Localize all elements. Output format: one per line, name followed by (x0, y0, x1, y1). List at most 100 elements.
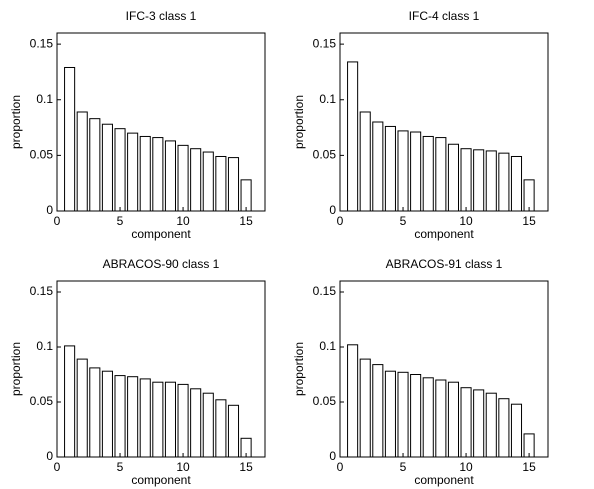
x-tick-label: 15 (522, 460, 536, 474)
x-tick-label: 5 (400, 214, 407, 228)
x-tick-label: 5 (117, 214, 124, 228)
y-axis-label: proportion (292, 95, 306, 149)
x-tick-label: 15 (522, 214, 536, 228)
bar (101, 123, 113, 212)
bar (410, 374, 422, 458)
bar (164, 381, 176, 458)
y-tick-label: 0.15 (313, 36, 337, 50)
bar (177, 144, 189, 212)
bar (89, 367, 101, 458)
bar (422, 135, 434, 212)
chart-title: ABRACOS-91 class 1 (386, 257, 503, 271)
bar (347, 344, 359, 458)
bar (227, 157, 240, 212)
x-axis-label: component (131, 473, 191, 487)
bar (372, 364, 384, 458)
chart-title: IFC-3 class 1 (126, 9, 197, 23)
bar (76, 111, 88, 212)
bar (498, 398, 510, 458)
chart-title: ABRACOS-90 class 1 (103, 257, 220, 271)
bar (384, 125, 396, 212)
y-tick-label: 0.05 (30, 148, 54, 162)
bar (460, 387, 472, 458)
bar (347, 61, 359, 212)
chart-title: IFC-4 class 1 (409, 9, 480, 23)
bar (139, 378, 151, 458)
y-tick-label: 0.05 (30, 394, 54, 408)
bar (435, 137, 447, 212)
y-tick-label: 0.1 (319, 339, 336, 353)
bar (359, 358, 371, 458)
bar (510, 403, 523, 458)
bar (215, 399, 227, 458)
y-tick-label: 0.15 (313, 284, 337, 298)
bar (485, 150, 497, 212)
y-axis-label: proportion (9, 95, 23, 149)
y-tick-label: 0 (46, 449, 53, 463)
bar (202, 151, 214, 212)
bar (498, 152, 510, 212)
x-tick-label: 0 (54, 460, 61, 474)
y-tick-label: 0.15 (30, 36, 54, 50)
bar (64, 345, 76, 458)
x-tick-label: 10 (176, 214, 190, 228)
bar (127, 376, 139, 458)
bar (372, 121, 384, 212)
y-tick-label: 0.05 (313, 148, 337, 162)
bar (410, 131, 422, 212)
x-tick-label: 0 (337, 460, 344, 474)
y-tick-label: 0.15 (30, 284, 54, 298)
bar (397, 371, 409, 458)
x-tick-label: 0 (54, 214, 61, 228)
y-axis-label: proportion (292, 342, 306, 396)
bar (240, 179, 252, 212)
bar (177, 383, 189, 458)
bar (510, 155, 523, 212)
bar (202, 392, 214, 458)
bar (473, 389, 485, 458)
y-tick-label: 0.1 (319, 92, 336, 106)
x-tick-label: 10 (459, 214, 473, 228)
bar (460, 148, 472, 212)
bar (127, 132, 139, 212)
bar (190, 388, 202, 458)
y-tick-label: 0.1 (36, 339, 53, 353)
y-tick-label: 0.1 (36, 92, 53, 106)
bar (359, 111, 371, 212)
bar (227, 404, 240, 458)
y-tick-label: 0 (329, 449, 336, 463)
x-tick-label: 15 (239, 460, 253, 474)
bar (101, 370, 113, 458)
y-tick-label: 0.05 (313, 394, 337, 408)
x-axis-label: component (131, 227, 191, 241)
x-tick-label: 15 (239, 214, 253, 228)
bar (397, 130, 409, 212)
bar (447, 143, 459, 212)
x-tick-label: 5 (400, 460, 407, 474)
y-axis-label: proportion (9, 342, 23, 396)
x-axis-label: component (414, 473, 474, 487)
x-tick-label: 5 (117, 460, 124, 474)
bar (64, 66, 76, 212)
x-tick-label: 10 (176, 460, 190, 474)
x-axis-label: component (414, 227, 474, 241)
bar (384, 370, 396, 458)
bar (523, 179, 535, 212)
bar (152, 381, 164, 458)
bar (435, 379, 447, 458)
bar (164, 140, 176, 212)
bar (76, 358, 88, 458)
bar (114, 375, 126, 458)
bar (139, 135, 151, 212)
bar (152, 137, 164, 212)
y-tick-label: 0 (329, 203, 336, 217)
bar (485, 392, 497, 458)
x-tick-label: 0 (337, 214, 344, 228)
bar (190, 148, 202, 212)
bar (89, 118, 101, 212)
bar (473, 149, 485, 212)
bar (422, 377, 434, 458)
x-tick-label: 10 (459, 460, 473, 474)
bar (215, 155, 227, 212)
